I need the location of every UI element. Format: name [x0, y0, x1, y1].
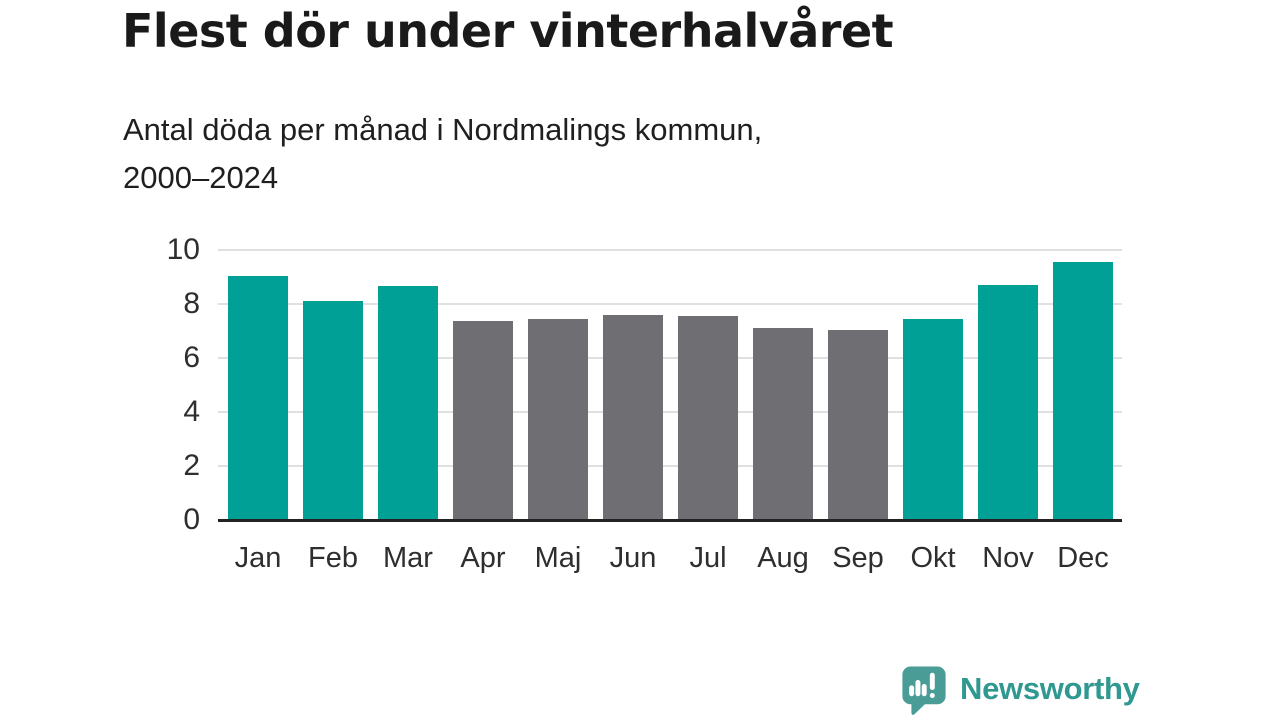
chart-subtitle-line-2: 2000–2024 — [123, 160, 279, 195]
x-tick-label-okt: Okt — [910, 542, 956, 574]
bar-jul — [678, 315, 738, 520]
bar-sep — [828, 329, 888, 520]
y-tick-label-6: 6 — [183, 341, 200, 374]
x-tick-label-aug: Aug — [757, 542, 809, 574]
gridline-y6 — [218, 357, 1122, 359]
chart-title: Flest dör under vinterhalvåret — [122, 4, 894, 58]
y-axis: 0 2 4 6 8 10 — [130, 233, 200, 536]
bar-aug — [753, 327, 813, 520]
brand-name: Newsworthy — [960, 671, 1140, 706]
bar-feb — [303, 300, 363, 520]
x-tick-label-feb: Feb — [308, 542, 358, 574]
x-tick-label-apr: Apr — [460, 542, 506, 574]
x-axis-line — [218, 519, 1122, 522]
x-tick-label-dec: Dec — [1057, 542, 1109, 574]
newsworthy-logo: Newsworthy — [897, 662, 1140, 716]
chart-subtitle: Antal döda per månad i Nordmalings kommu… — [123, 106, 1103, 202]
plot-area — [218, 249, 1122, 522]
newsworthy-chart-bubble-icon — [902, 666, 946, 715]
bar-jan — [228, 275, 288, 520]
x-tick-label-jul: Jul — [689, 542, 727, 574]
gridline-y2 — [218, 465, 1122, 467]
bar-apr — [453, 321, 513, 520]
bar-okt — [903, 319, 963, 520]
x-tick-label-maj: Maj — [534, 542, 582, 574]
y-tick-label-4: 4 — [183, 395, 200, 428]
x-tick-label-jan: Jan — [234, 542, 282, 574]
bar-jun — [603, 314, 663, 520]
gridline-y10 — [218, 249, 1122, 251]
y-tick-label-2: 2 — [183, 449, 200, 482]
x-tick-label-sep: Sep — [832, 542, 884, 574]
x-tick-label-jun: Jun — [609, 542, 657, 574]
x-tick-label-mar: Mar — [383, 542, 433, 574]
gridline-y4 — [218, 411, 1122, 413]
bar-nov — [978, 284, 1038, 520]
x-tick-label-nov: Nov — [982, 542, 1034, 574]
y-tick-label-8: 8 — [183, 287, 200, 320]
gridline-y8 — [218, 303, 1122, 305]
y-tick-label-10: 10 — [166, 233, 200, 266]
bar-maj — [528, 319, 588, 520]
y-tick-label-0: 0 — [183, 503, 200, 536]
x-axis: Jan Feb Mar Apr Maj Jun Jul Aug Sep Okt Nov Dec — [218, 541, 1122, 581]
chart-subtitle-line-1: Antal döda per månad i Nordmalings kommu… — [123, 112, 763, 147]
bar-mar — [378, 285, 438, 520]
bar-dec — [1053, 261, 1113, 520]
